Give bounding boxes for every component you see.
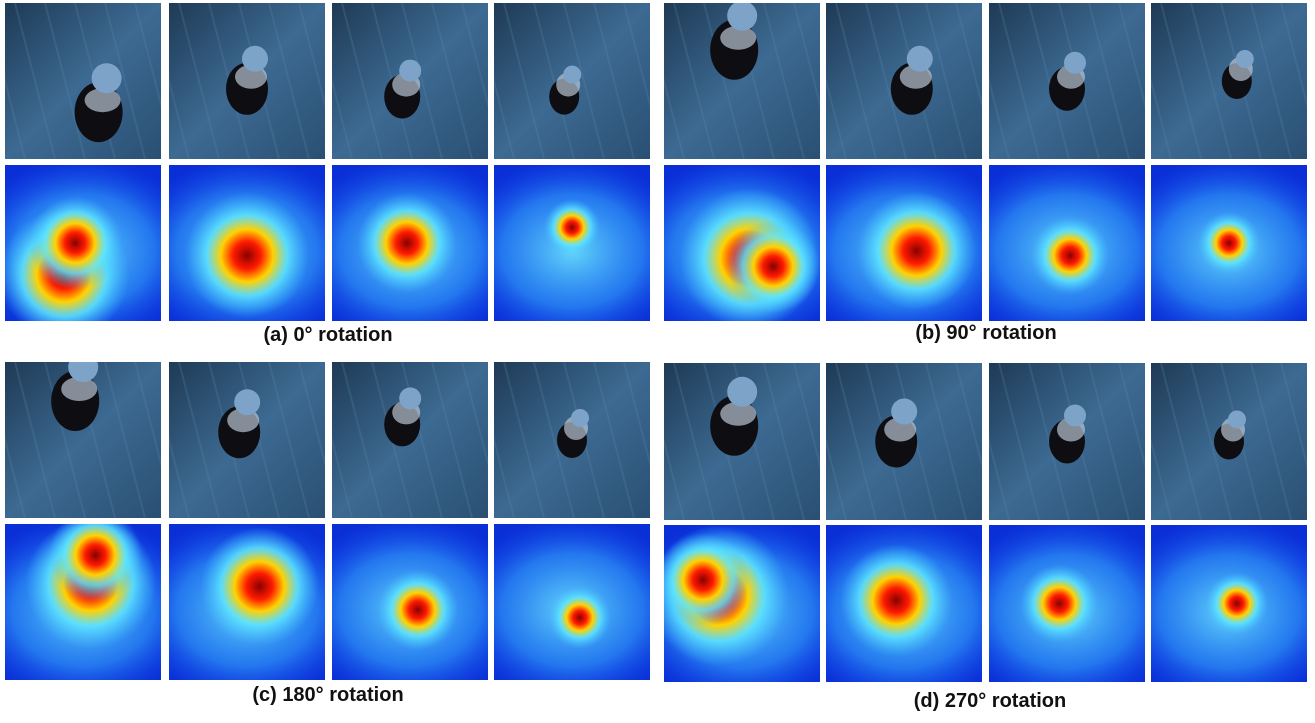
head (727, 377, 757, 407)
heatmap-hotspot (28, 196, 122, 290)
head (1064, 52, 1086, 74)
caption: (d) 270° rotation (914, 690, 1066, 712)
head (727, 1, 757, 31)
head (891, 399, 917, 425)
head (242, 46, 268, 72)
head (1236, 50, 1254, 68)
photo (0, 3, 175, 159)
photo (644, 363, 834, 520)
photo (644, 1, 834, 159)
caption: (b) 90° rotation (915, 322, 1056, 344)
photo (969, 363, 1159, 520)
head (399, 60, 421, 82)
head (1064, 405, 1086, 427)
heatmap (950, 157, 1184, 344)
heatmap-hotspot (1031, 216, 1109, 294)
head (571, 409, 589, 427)
figure: (a) 0° rotation (b) 90° rotation (c) 180… (0, 0, 1315, 723)
heatmap (625, 517, 859, 705)
photo (312, 362, 502, 518)
head (563, 66, 581, 84)
head (1228, 411, 1246, 429)
head (399, 387, 421, 409)
heatmap-hotspot (200, 527, 319, 646)
head (234, 389, 260, 415)
heatmap-hotspot (857, 192, 976, 311)
heatmap-hotspot (549, 586, 611, 648)
photo (969, 3, 1159, 159)
heatmap (293, 516, 527, 703)
floor (5, 3, 161, 159)
heatmap (293, 157, 527, 344)
heatmap (455, 516, 689, 703)
photo (474, 362, 664, 518)
photo (1131, 363, 1315, 520)
heatmap-hotspot (1206, 572, 1268, 634)
heatmap (130, 516, 364, 703)
head (92, 63, 122, 93)
photo (806, 3, 996, 159)
heatmap (625, 157, 859, 344)
heatmap (787, 517, 1021, 705)
heatmap-hotspot (1020, 565, 1098, 643)
heatmap-hotspot (544, 199, 600, 255)
caption: (a) 0° rotation (263, 324, 392, 346)
photo (312, 3, 502, 159)
photo (1131, 3, 1315, 159)
heatmap (950, 517, 1184, 705)
photo (806, 363, 996, 520)
heatmap-hotspot (377, 569, 458, 650)
heatmap-hotspot (1198, 212, 1260, 274)
photo (149, 362, 339, 518)
heatmap-hotspot (726, 220, 820, 314)
photo (474, 3, 664, 159)
heatmap-hotspot (49, 508, 143, 602)
heatmap (455, 157, 689, 344)
heatmap-hotspot (185, 193, 310, 318)
head (907, 46, 933, 72)
head (68, 352, 98, 382)
heatmap (130, 157, 364, 344)
heatmap-hotspot (840, 544, 952, 656)
heatmap-hotspot (357, 193, 457, 293)
photo (0, 352, 175, 518)
photo (149, 3, 339, 159)
caption: (c) 180° rotation (252, 684, 403, 706)
heatmap-hotspot (656, 533, 750, 627)
heatmap (787, 157, 1021, 344)
